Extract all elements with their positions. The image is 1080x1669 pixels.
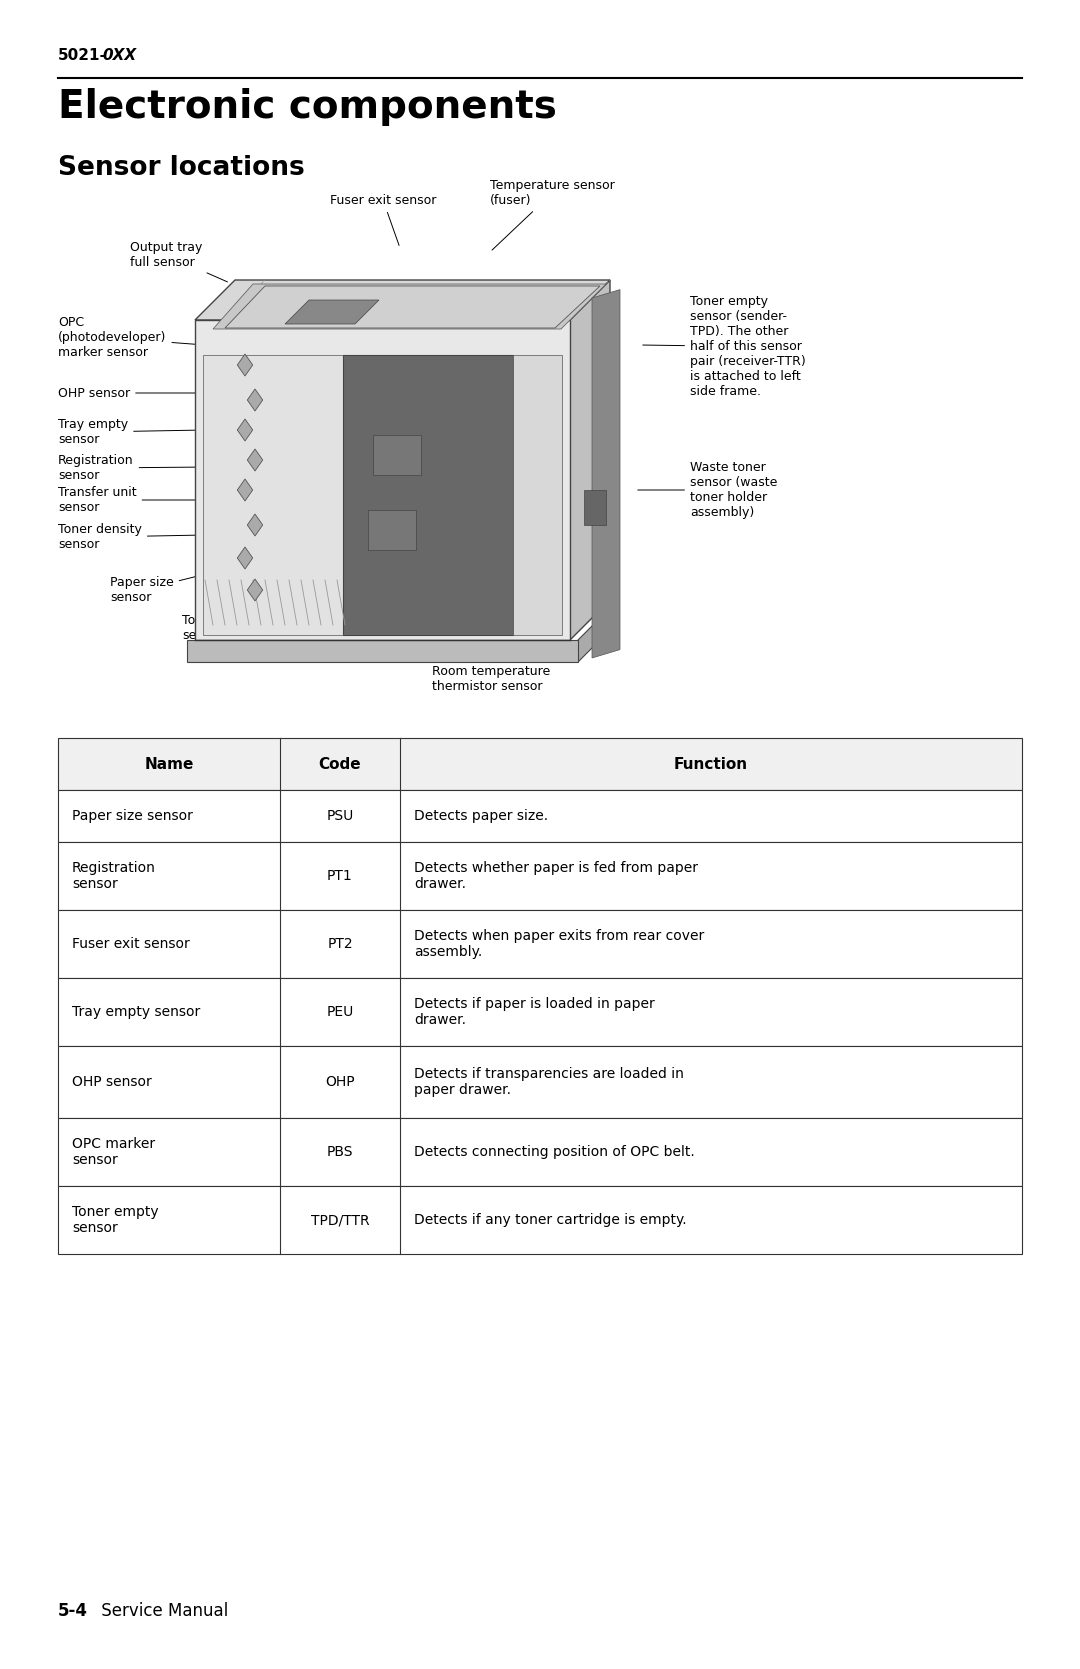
Polygon shape	[285, 300, 379, 324]
Text: PSU: PSU	[326, 809, 353, 823]
Polygon shape	[247, 579, 262, 601]
Text: Room temperature
thermistor sensor: Room temperature thermistor sensor	[432, 641, 550, 693]
Polygon shape	[225, 285, 600, 329]
Text: OHP sensor: OHP sensor	[58, 387, 202, 399]
Bar	[584, 491, 606, 526]
Text: PT1: PT1	[327, 870, 353, 883]
Text: OHP: OHP	[325, 1075, 355, 1088]
Polygon shape	[238, 354, 253, 376]
Text: Code: Code	[319, 756, 362, 771]
Polygon shape	[578, 599, 618, 663]
Text: Detects if transparencies are loaded in
paper drawer.: Detects if transparencies are loaded in …	[414, 1066, 684, 1097]
Text: OPC
(photodeveloper)
marker sensor: OPC (photodeveloper) marker sensor	[58, 317, 202, 359]
Bar	[58, 1046, 1022, 1118]
Polygon shape	[247, 514, 262, 536]
Text: OHP sensor: OHP sensor	[72, 1075, 152, 1088]
Text: Fuser exit sensor: Fuser exit sensor	[330, 194, 436, 245]
Text: Toner density
sensor: Toner density sensor	[58, 522, 202, 551]
Bar	[58, 738, 1022, 789]
Text: Detects whether paper is fed from paper
drawer.: Detects whether paper is fed from paper …	[414, 861, 698, 891]
Polygon shape	[570, 280, 610, 639]
Text: PT2: PT2	[327, 936, 353, 951]
Text: Tray empty
sensor: Tray empty sensor	[58, 417, 202, 446]
Polygon shape	[238, 479, 253, 501]
Text: Output tray
full sensor: Output tray full sensor	[130, 240, 228, 282]
Polygon shape	[247, 449, 262, 471]
Text: 0XX: 0XX	[102, 48, 136, 63]
Bar	[58, 1187, 1022, 1253]
Text: Sensor locations: Sensor locations	[58, 155, 305, 180]
Bar	[58, 789, 1022, 841]
Text: PBS: PBS	[327, 1145, 353, 1158]
Text: Toner empty
sensor: Toner empty sensor	[72, 1205, 159, 1235]
Text: OPC marker
sensor: OPC marker sensor	[72, 1137, 156, 1167]
Text: Detects connecting position of OPC belt.: Detects connecting position of OPC belt.	[414, 1145, 694, 1158]
Text: Transfer unit
sensor: Transfer unit sensor	[58, 486, 202, 514]
Polygon shape	[213, 284, 606, 329]
Polygon shape	[187, 639, 578, 663]
Bar	[513, 355, 562, 634]
Bar	[373, 436, 421, 476]
Text: Detects if any toner cartridge is empty.: Detects if any toner cartridge is empty.	[414, 1213, 687, 1227]
Text: Tray empty sensor: Tray empty sensor	[72, 1005, 200, 1020]
Text: Name: Name	[145, 756, 193, 771]
Bar	[58, 978, 1022, 1046]
Text: Toner empty
sensor (sender-
TPD). The other
half of this sensor
pair (receiver-T: Toner empty sensor (sender- TPD). The ot…	[643, 295, 806, 397]
Text: Registration
sensor: Registration sensor	[58, 454, 207, 482]
Bar	[58, 841, 1022, 910]
Bar	[58, 1118, 1022, 1187]
Text: 5-4: 5-4	[58, 1602, 87, 1621]
Polygon shape	[592, 290, 620, 658]
Text: TPD/TTR: TPD/TTR	[311, 1213, 369, 1227]
Bar	[343, 355, 513, 634]
Bar	[368, 511, 416, 551]
Text: Detects paper size.: Detects paper size.	[414, 809, 549, 823]
Text: Function: Function	[674, 756, 748, 771]
Polygon shape	[195, 320, 570, 639]
Bar	[58, 910, 1022, 978]
Text: Electronic components: Electronic components	[58, 88, 557, 125]
Text: Waste toner
sensor (waste
toner holder
assembly): Waste toner sensor (waste toner holder a…	[638, 461, 778, 519]
Text: 5021-: 5021-	[58, 48, 107, 63]
Polygon shape	[238, 547, 253, 569]
Text: Paper size sensor: Paper size sensor	[72, 809, 193, 823]
Polygon shape	[195, 280, 610, 320]
Text: Service Manual: Service Manual	[96, 1602, 228, 1621]
Text: Registration
sensor: Registration sensor	[72, 861, 156, 891]
Polygon shape	[238, 419, 253, 441]
Polygon shape	[247, 389, 262, 411]
Text: Detects when paper exits from rear cover
assembly.: Detects when paper exits from rear cover…	[414, 930, 704, 960]
Bar	[203, 355, 343, 634]
Text: Detects if paper is loaded in paper
drawer.: Detects if paper is loaded in paper draw…	[414, 996, 654, 1026]
Text: PEU: PEU	[326, 1005, 353, 1020]
Text: Temperature sensor
(fuser): Temperature sensor (fuser)	[490, 179, 615, 250]
Text: Paper size
sensor: Paper size sensor	[110, 574, 207, 604]
Text: Fuser exit sensor: Fuser exit sensor	[72, 936, 190, 951]
Text: Toner key
sensor: Toner key sensor	[183, 611, 255, 643]
